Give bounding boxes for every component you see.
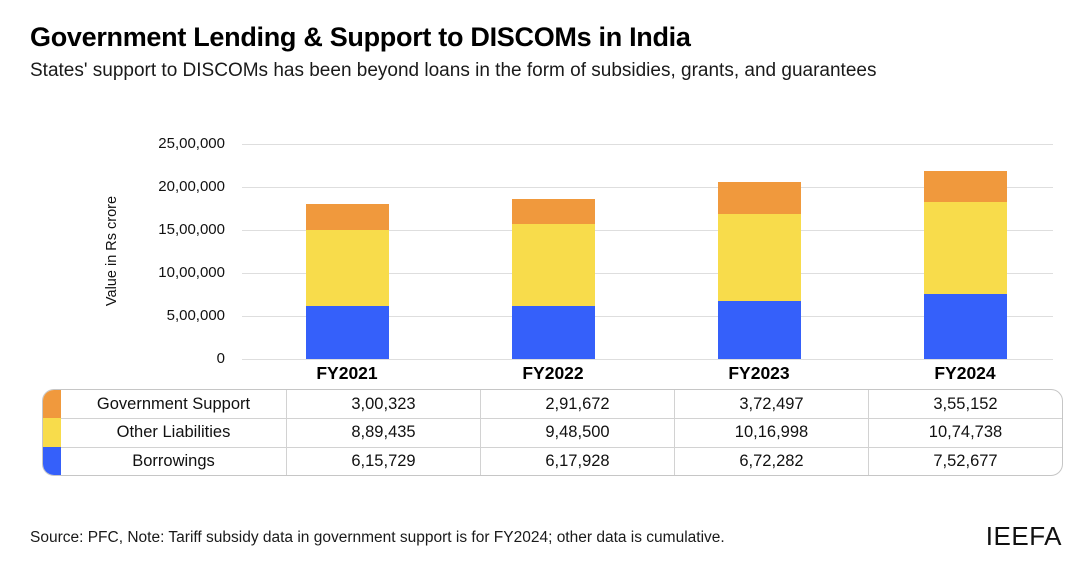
table-value-cell: 10,16,998 <box>674 418 868 447</box>
x-axis-label-fy2021: FY2021 <box>316 363 378 383</box>
table-value-cell: 8,89,435 <box>286 418 480 447</box>
gridline <box>242 358 1053 360</box>
legend-color-strip <box>43 390 61 475</box>
bar-segment-borrowings <box>923 294 1007 359</box>
table-value-cell: 6,17,928 <box>480 446 674 475</box>
bar-segment-government-support <box>717 181 801 214</box>
bar-segment-other-liabilities <box>717 213 801 302</box>
bar-segment-borrowings <box>305 306 389 359</box>
bar-segment-government-support <box>305 203 389 230</box>
y-tick-label: 15,00,000 <box>158 221 225 238</box>
page-subtitle: States' support to DISCOMs has been beyo… <box>30 60 877 81</box>
gridline <box>242 186 1053 188</box>
table-value-cell: 3,72,497 <box>674 390 868 419</box>
source-note: Source: PFC, Note: Tariff subsidy data i… <box>30 529 725 546</box>
x-axis-label-fy2022: FY2022 <box>522 363 584 383</box>
y-tick-label: 25,00,000 <box>158 135 225 152</box>
table-value-cell: 6,72,282 <box>674 446 868 475</box>
data-table: Government Support 3,00,323 2,91,672 3,72,4… <box>42 389 1063 476</box>
y-tick-label: 20,00,000 <box>158 178 225 195</box>
table-value-cell: 3,55,152 <box>868 390 1062 419</box>
table-value-cell: 9,48,500 <box>480 418 674 447</box>
table-value-cell: 2,91,672 <box>480 390 674 419</box>
stacked-bar-fy2021 <box>305 144 389 359</box>
legend-swatch-other-liabilities <box>43 418 61 447</box>
y-tick-label: 5,00,000 <box>166 307 225 324</box>
table-value-cell: 10,74,738 <box>868 418 1062 447</box>
page-title: Government Lending & Support to DISCOMs … <box>30 22 691 52</box>
row-label: Other Liabilities <box>61 418 286 446</box>
bar-segment-other-liabilities <box>923 201 1007 295</box>
y-tick-label: 0 <box>216 350 225 367</box>
row-label: Borrowings <box>61 446 286 475</box>
y-tick-label: 10,00,000 <box>158 264 225 281</box>
x-axis-label-fy2023: FY2023 <box>728 363 790 383</box>
bar-segment-borrowings <box>511 305 595 359</box>
legend-swatch-government-support <box>43 390 61 419</box>
gridline <box>242 229 1053 231</box>
row-label: Government Support <box>96 394 251 413</box>
table-value-cell: 3,00,323 <box>286 390 480 419</box>
plot-area <box>242 143 1053 360</box>
x-axis-label-fy2024: FY2024 <box>934 363 996 383</box>
stacked-bar-fy2022 <box>511 144 595 359</box>
gridline <box>242 143 1053 145</box>
table-value-cell: 7,52,677 <box>868 446 1062 475</box>
y-axis-title: Value in Rs crore <box>104 195 120 307</box>
bar-segment-other-liabilities <box>511 224 595 306</box>
bar-segment-other-liabilities <box>305 229 389 307</box>
table-grid: Government Support 3,00,323 2,91,672 3,72,4… <box>61 390 1062 475</box>
bar-segment-government-support <box>923 171 1007 202</box>
table-value-cell: 6,15,729 <box>286 446 480 475</box>
gridline <box>242 315 1053 317</box>
legend-swatch-borrowings <box>43 446 61 475</box>
bar-segment-government-support <box>511 199 595 225</box>
gridline <box>242 272 1053 274</box>
stacked-bar-fy2023 <box>717 144 801 359</box>
stacked-bar-fy2024 <box>923 144 1007 359</box>
ieefa-logo: IEEFA <box>985 521 1062 551</box>
bar-segment-borrowings <box>717 301 801 359</box>
